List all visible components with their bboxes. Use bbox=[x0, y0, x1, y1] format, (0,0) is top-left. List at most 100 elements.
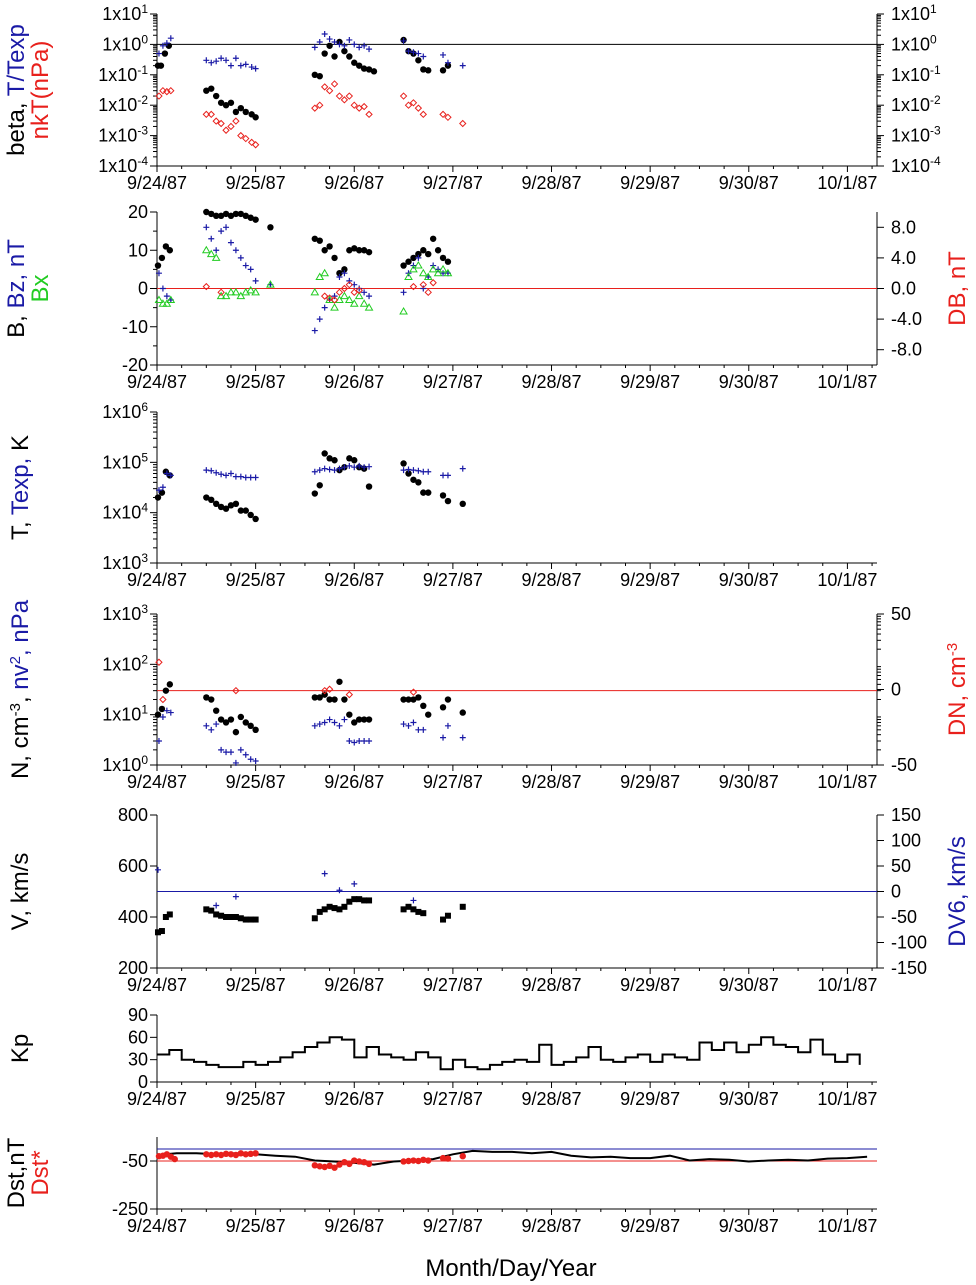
y-tick-label: 1x10-3 bbox=[98, 124, 148, 146]
x-tick-label: 9/30/87 bbox=[719, 173, 779, 193]
data-point bbox=[439, 704, 447, 711]
data-point bbox=[158, 489, 166, 496]
data-point bbox=[203, 57, 210, 64]
data-point bbox=[410, 897, 417, 904]
data-point bbox=[232, 108, 240, 116]
data-point bbox=[404, 272, 413, 281]
data-point bbox=[415, 908, 422, 915]
data-point bbox=[162, 243, 170, 250]
y-tick-label: 1x10-4 bbox=[98, 154, 148, 176]
x-tick-label: 9/26/87 bbox=[324, 1089, 384, 1109]
data-point bbox=[208, 907, 215, 914]
x-tick-label: 9/26/87 bbox=[324, 173, 384, 193]
data-point bbox=[321, 50, 328, 57]
data-point bbox=[425, 489, 432, 496]
data-point bbox=[208, 726, 215, 733]
y-axis-label: B, Bz, nT bbox=[3, 239, 30, 338]
x-tick-label: 9/25/87 bbox=[226, 1216, 286, 1236]
y-tick-label: -20 bbox=[122, 355, 148, 375]
y-tick-label: 1x102 bbox=[102, 652, 148, 674]
data-point bbox=[162, 299, 172, 307]
data-point bbox=[443, 268, 453, 277]
data-point bbox=[237, 713, 245, 721]
data-point bbox=[336, 274, 343, 281]
y-axis-label-part: beta, bbox=[3, 96, 30, 156]
data-point bbox=[425, 250, 432, 258]
data-point bbox=[429, 235, 437, 242]
x-tick-label: 9/25/87 bbox=[226, 173, 286, 193]
panel-T: 9/24/87 9/25/87 9/26/87 9/27/87 9/28/87 9/29/… bbox=[7, 400, 877, 590]
x-tick-label: 9/26/87 bbox=[324, 570, 384, 590]
data-point bbox=[399, 306, 408, 315]
x-tick-label: 9/24/87 bbox=[127, 772, 187, 792]
data-point bbox=[340, 96, 349, 104]
data-point bbox=[346, 711, 353, 718]
data-point bbox=[336, 722, 343, 729]
data-point bbox=[203, 694, 210, 701]
data-point bbox=[444, 497, 452, 505]
data-point bbox=[202, 282, 211, 291]
data-point bbox=[159, 695, 167, 704]
data-point bbox=[420, 66, 427, 73]
x-tick-label: 9/29/87 bbox=[620, 570, 680, 590]
data-point bbox=[217, 716, 225, 723]
data-point bbox=[336, 906, 343, 913]
y-axis-label: Dst,nT bbox=[3, 1137, 30, 1208]
x-tick-label: 9/25/87 bbox=[226, 1089, 286, 1109]
data-point bbox=[346, 277, 353, 284]
data-point bbox=[356, 44, 363, 51]
data-point bbox=[326, 36, 333, 43]
y-axis-label-part: T, bbox=[7, 515, 34, 540]
data-point bbox=[439, 254, 447, 262]
data-point bbox=[444, 912, 451, 919]
data-point bbox=[242, 61, 249, 68]
data-point bbox=[361, 42, 368, 49]
data-point bbox=[316, 694, 323, 701]
data-point bbox=[346, 455, 353, 462]
data-point bbox=[400, 467, 407, 474]
data-point bbox=[217, 212, 225, 220]
data-point bbox=[242, 719, 249, 726]
data-point bbox=[365, 483, 373, 490]
y-axis-label-part: nkT(nPa) bbox=[27, 41, 54, 140]
data-point bbox=[341, 47, 348, 55]
x-tick-label: 9/30/87 bbox=[719, 372, 779, 392]
data-point bbox=[351, 41, 358, 48]
data-point bbox=[163, 40, 170, 47]
data-point bbox=[247, 722, 254, 730]
data-point bbox=[166, 247, 174, 254]
data-point bbox=[222, 719, 230, 726]
data-point bbox=[440, 734, 447, 741]
right-tick-label: -8.0 bbox=[891, 340, 922, 360]
data-point bbox=[326, 42, 333, 49]
data-point bbox=[248, 64, 255, 71]
right-tick-label: 8.0 bbox=[891, 217, 916, 237]
panel-B: 9/24/87 9/25/87 9/26/87 9/27/87 9/28/87 9/29/… bbox=[3, 202, 971, 392]
data-point bbox=[459, 500, 466, 508]
x-tick-label: 10/1/87 bbox=[817, 372, 877, 392]
data-point bbox=[350, 288, 358, 297]
y-tick-label: 1x10-2 bbox=[98, 93, 148, 115]
data-point bbox=[315, 272, 325, 281]
data-point bbox=[340, 284, 349, 293]
data-point bbox=[355, 247, 363, 254]
y-axis-label-part: B, bbox=[3, 309, 30, 338]
data-point bbox=[237, 746, 244, 753]
data-point bbox=[365, 110, 373, 119]
x-tick-label: 9/24/87 bbox=[127, 372, 187, 392]
data-point bbox=[242, 262, 249, 269]
data-point bbox=[356, 896, 363, 903]
data-point bbox=[311, 490, 319, 497]
data-point bbox=[360, 247, 368, 254]
y-axis-label: T, Texp, K bbox=[7, 435, 34, 540]
data-point bbox=[158, 928, 165, 935]
data-point bbox=[409, 99, 418, 107]
data-point bbox=[154, 494, 162, 501]
data-point bbox=[167, 709, 174, 716]
data-point bbox=[218, 912, 225, 919]
y-axis-label-part: Bx bbox=[27, 274, 54, 302]
data-point bbox=[247, 138, 256, 147]
data-point bbox=[341, 696, 348, 703]
right-axis-label: DB, nT bbox=[944, 251, 971, 326]
